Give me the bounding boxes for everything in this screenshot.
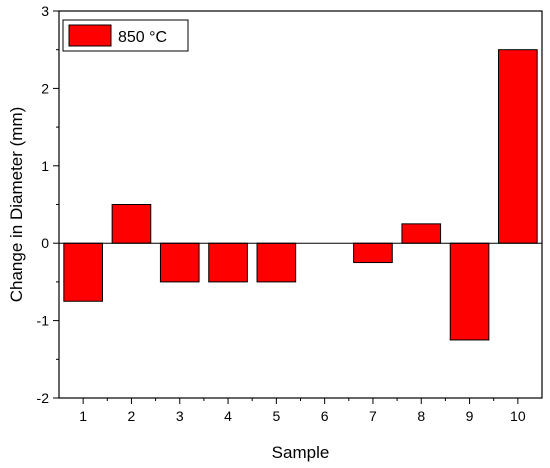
- bar-sample-10: [498, 49, 538, 244]
- bar-sample-9: [449, 242, 490, 341]
- x-tick-label: 1: [79, 408, 87, 424]
- y-tick-label: -1: [37, 313, 50, 329]
- bar-sample-5: [256, 242, 297, 283]
- legend: 850 °C: [62, 19, 189, 52]
- y-tick-label: 3: [41, 3, 49, 19]
- x-tick-label: 3: [176, 408, 184, 424]
- bar-sample-7: [353, 242, 393, 264]
- x-tick-label: 8: [417, 408, 425, 424]
- y-tick-label: 0: [41, 235, 49, 251]
- legend-label: 850 °C: [118, 29, 167, 46]
- legend-swatch: [68, 24, 112, 47]
- bar-sample-4: [208, 242, 248, 283]
- x-tick-label: 2: [128, 408, 136, 424]
- x-axis-title: Sample: [272, 443, 330, 462]
- axes-group: -2 -1 0 1 2 3 1 2 3 4 5 6 7 8 9 10: [37, 3, 543, 424]
- bar-sample-3: [159, 242, 200, 283]
- bar-sample-1: [63, 242, 103, 302]
- x-tick-label: 10: [510, 408, 526, 424]
- y-tick-label: 2: [41, 80, 49, 96]
- y-tick-label: 1: [41, 158, 49, 174]
- x-tick-label: 5: [272, 408, 280, 424]
- x-tick-label: 4: [224, 408, 232, 424]
- x-tick-label: 7: [369, 408, 377, 424]
- bar-sample-2: [111, 204, 152, 244]
- bar-sample-8: [401, 223, 442, 244]
- y-tick-label: -2: [37, 390, 50, 406]
- bars-group: [63, 49, 538, 341]
- x-tick-label: 9: [466, 408, 474, 424]
- x-tick-label: 6: [321, 408, 329, 424]
- y-axis-title: Change in Diameter (mm): [7, 107, 26, 303]
